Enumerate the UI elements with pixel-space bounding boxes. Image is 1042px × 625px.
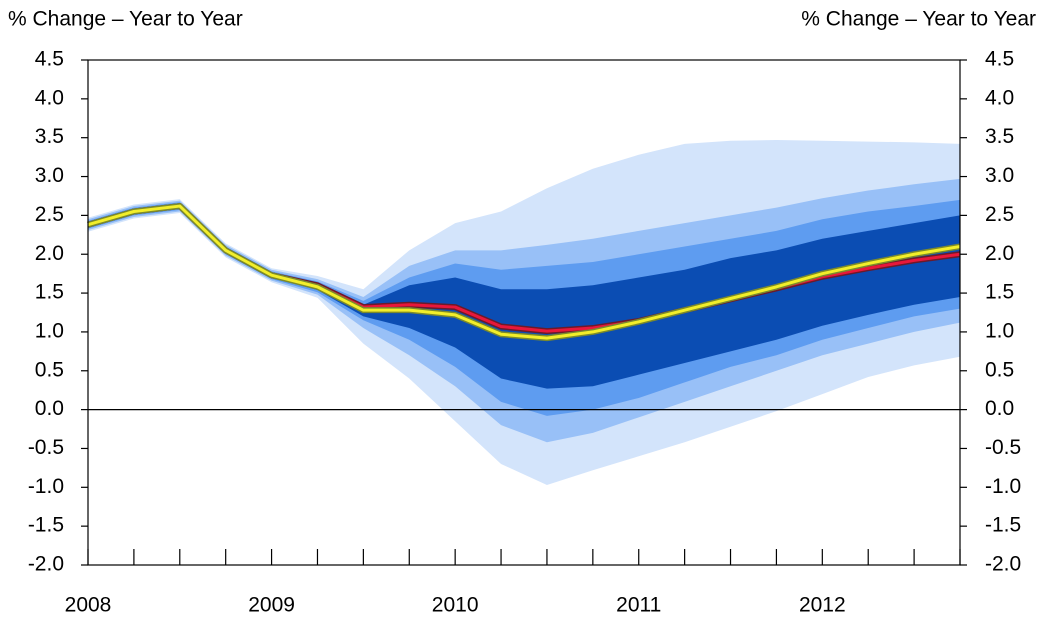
y2-tick-label: 1.0 — [985, 319, 1014, 342]
y2-tick-label: -1.5 — [985, 514, 1021, 537]
y-tick-label: -1.5 — [28, 514, 64, 537]
y-tick-label: 3.0 — [35, 164, 64, 187]
y-tick-label: 2.0 — [35, 242, 64, 265]
y-tick-label: 0.5 — [35, 358, 64, 381]
x-tick-label: 2012 — [799, 594, 846, 617]
y-tick-label: 1.5 — [35, 281, 64, 304]
fan-band — [88, 203, 960, 389]
x-tick-label: 2008 — [65, 594, 112, 617]
y-tick-label: -1.0 — [28, 475, 64, 498]
y2-tick-label: 3.0 — [985, 164, 1014, 187]
x-tick-label: 2010 — [432, 594, 479, 617]
y-tick-label: 2.5 — [35, 203, 64, 226]
y2-tick-label: 1.5 — [985, 281, 1014, 304]
x-tick-label: 2011 — [616, 594, 661, 617]
y-tick-label: 4.5 — [35, 48, 64, 71]
y-tick-label: 4.0 — [35, 86, 64, 109]
y2-tick-label: -0.5 — [985, 436, 1021, 459]
y2-tick-label: 3.5 — [985, 125, 1014, 148]
y-tick-label: -0.5 — [28, 436, 64, 459]
y2-tick-label: 4.5 — [985, 48, 1014, 71]
line — [87, 204, 961, 340]
y-tick-label: -2.0 — [28, 553, 64, 576]
y2-tick-label: -2.0 — [985, 553, 1021, 576]
y2-tick-label: 0.5 — [985, 358, 1014, 381]
y-tick-label: 0.0 — [35, 397, 64, 420]
y2-tick-label: 0.0 — [985, 397, 1014, 420]
y-axis-title: % Change – Year to Year — [8, 8, 243, 31]
y2-tick-label: 2.5 — [985, 203, 1014, 226]
x-tick-label: 2009 — [248, 594, 295, 617]
y2-tick-label: 2.0 — [985, 242, 1014, 265]
y2-tick-label: 4.0 — [985, 86, 1014, 109]
y2-tick-label: -1.0 — [985, 475, 1021, 498]
y2-axis-title: % Change – Year to Year — [801, 8, 1036, 31]
y-tick-label: 3.5 — [35, 125, 64, 148]
plot-frame — [87, 59, 961, 566]
y-tick-label: 1.0 — [35, 319, 64, 342]
